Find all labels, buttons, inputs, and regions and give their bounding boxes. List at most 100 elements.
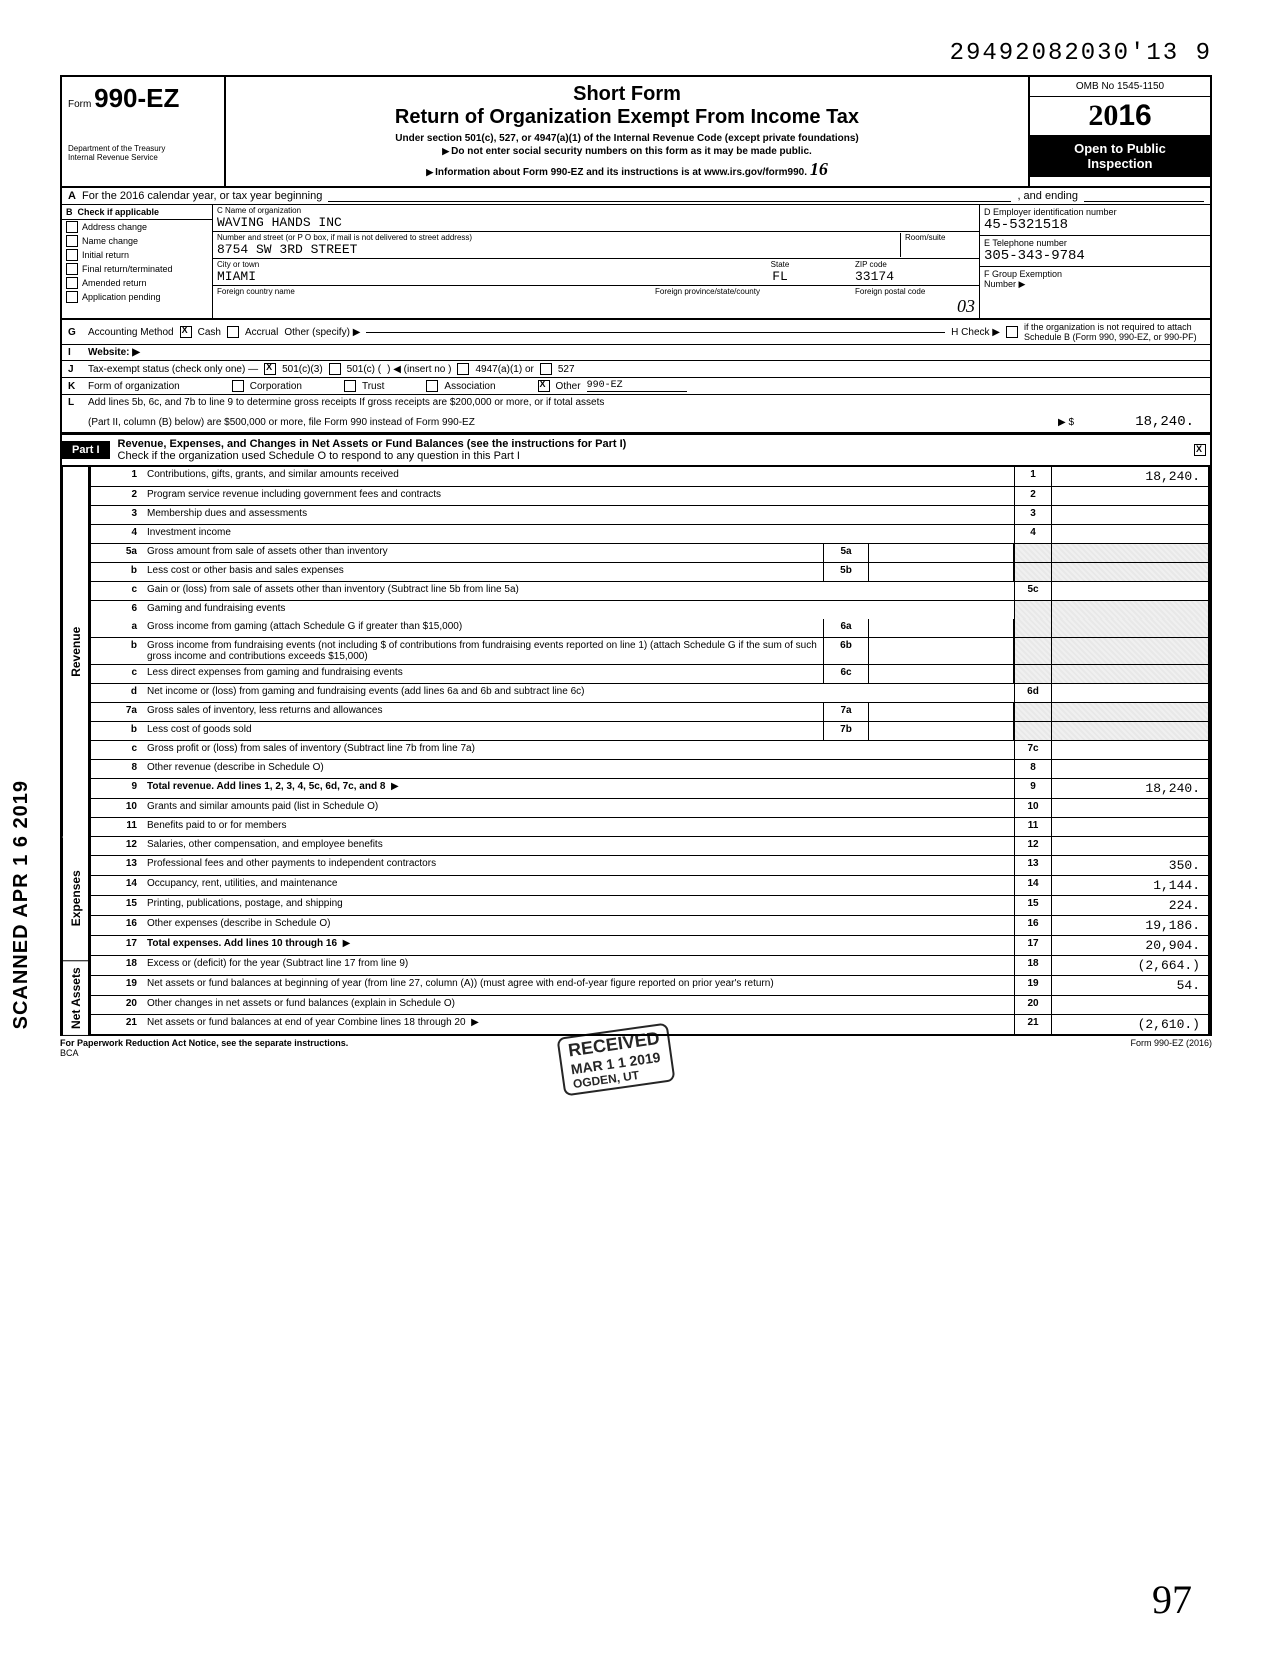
sidebar-expenses: Expenses bbox=[62, 837, 89, 961]
row3-rnum: 3 bbox=[1014, 506, 1051, 524]
part1-label: Part I bbox=[62, 441, 110, 459]
row5c-desc: Gain or (loss) from sale of assets other… bbox=[143, 582, 1014, 600]
row10-num: 10 bbox=[91, 799, 143, 817]
part1-check-text: Check if the organization used Schedule … bbox=[118, 450, 520, 462]
line-j-letter: J bbox=[68, 364, 82, 375]
row7c-desc: Gross profit or (loss) from sales of inv… bbox=[143, 741, 1014, 759]
chk-corporation[interactable] bbox=[232, 380, 244, 392]
city-value: MIAMI bbox=[217, 269, 705, 284]
row19-desc: Net assets or fund balances at beginning… bbox=[143, 976, 1014, 995]
room-label: Room/suite bbox=[905, 233, 975, 242]
line-g-letter: G bbox=[68, 327, 82, 338]
row20-val bbox=[1051, 996, 1208, 1014]
lbl-other-org: Other bbox=[556, 381, 581, 392]
chk-application-pending[interactable] bbox=[66, 291, 78, 303]
lbl-name-change: Name change bbox=[82, 236, 138, 246]
form-header: Form 990-EZ Department of the Treasury I… bbox=[60, 75, 1212, 188]
row7b-sn: 7b bbox=[823, 722, 869, 740]
row6c-sn: 6c bbox=[823, 665, 869, 683]
row13-desc: Professional fees and other payments to … bbox=[143, 856, 1014, 875]
chk-final-return[interactable] bbox=[66, 263, 78, 275]
chk-initial-return[interactable] bbox=[66, 249, 78, 261]
chk-4947[interactable] bbox=[457, 363, 469, 375]
chk-527[interactable] bbox=[540, 363, 552, 375]
tel-label: E Telephone number bbox=[984, 238, 1206, 248]
row19-rnum: 19 bbox=[1014, 976, 1051, 995]
part1-grid: 1Contributions, gifts, grants, and simil… bbox=[89, 467, 1210, 1036]
subtitle-info: Information about Form 990-EZ and its in… bbox=[435, 167, 807, 178]
chk-501c[interactable] bbox=[329, 363, 341, 375]
row5c-num: c bbox=[91, 582, 143, 600]
row7b-desc: Less cost of goods sold bbox=[143, 722, 823, 740]
row9-desc: Total revenue. Add lines 1, 2, 3, 4, 5c,… bbox=[147, 781, 385, 792]
chk-schedule-b[interactable] bbox=[1006, 326, 1018, 338]
row8-desc: Other revenue (describe in Schedule O) bbox=[143, 760, 1014, 778]
row6a-sn: 6a bbox=[823, 619, 869, 637]
lbl-trust: Trust bbox=[362, 381, 384, 392]
chk-schedule-o[interactable] bbox=[1194, 444, 1206, 456]
lbl-accrual: Accrual bbox=[245, 327, 278, 338]
row2-desc: Program service revenue including govern… bbox=[143, 487, 1014, 505]
row14-num: 14 bbox=[91, 876, 143, 895]
lbl-527: 527 bbox=[558, 364, 575, 375]
row11-desc: Benefits paid to or for members bbox=[143, 818, 1014, 836]
group-number-label: Number ▶ bbox=[984, 279, 1206, 290]
lbl-address-change: Address change bbox=[82, 222, 147, 232]
row20-rnum: 20 bbox=[1014, 996, 1051, 1014]
row11-rnum: 11 bbox=[1014, 818, 1051, 836]
row19-val: 54. bbox=[1051, 976, 1208, 995]
row21-num: 21 bbox=[91, 1015, 143, 1034]
line-h-text: if the organization is not required to a… bbox=[1024, 322, 1204, 342]
row15-rnum: 15 bbox=[1014, 896, 1051, 915]
row16-rnum: 16 bbox=[1014, 916, 1051, 935]
row20-desc: Other changes in net assets or fund bala… bbox=[143, 996, 1014, 1014]
row5c-rnum: 5c bbox=[1014, 582, 1051, 600]
row6-num: 6 bbox=[91, 601, 143, 619]
row2-num: 2 bbox=[91, 487, 143, 505]
chk-accrual[interactable] bbox=[227, 326, 239, 338]
zip-label: ZIP code bbox=[855, 260, 975, 269]
lbl-final-return: Final return/terminated bbox=[82, 264, 173, 274]
row2-val bbox=[1051, 487, 1208, 505]
row8-rnum: 8 bbox=[1014, 760, 1051, 778]
row19-num: 19 bbox=[91, 976, 143, 995]
row6c-desc: Less direct expenses from gaming and fun… bbox=[143, 665, 823, 683]
state-label: State bbox=[705, 260, 855, 269]
street-value: 8754 SW 3RD STREET bbox=[217, 242, 900, 257]
chk-amended-return[interactable] bbox=[66, 277, 78, 289]
chk-name-change[interactable] bbox=[66, 235, 78, 247]
chk-501c3[interactable] bbox=[264, 363, 276, 375]
row9-rnum: 9 bbox=[1014, 779, 1051, 798]
row6a-num: a bbox=[91, 619, 143, 637]
lbl-other-specify: Other (specify) ▶ bbox=[284, 327, 360, 338]
row17-rnum: 17 bbox=[1014, 936, 1051, 955]
chk-association[interactable] bbox=[426, 380, 438, 392]
row12-val bbox=[1051, 837, 1208, 855]
dept-treasury: Department of the Treasury bbox=[68, 144, 218, 153]
chk-address-change[interactable] bbox=[66, 221, 78, 233]
row7c-val bbox=[1051, 741, 1208, 759]
row5a-desc: Gross amount from sale of assets other t… bbox=[143, 544, 823, 562]
row7a-sn: 7a bbox=[823, 703, 869, 721]
row5a-sn: 5a bbox=[823, 544, 869, 562]
chk-other-org[interactable] bbox=[538, 380, 550, 392]
line-l-text1: Add lines 5b, 6c, and 7b to line 9 to de… bbox=[88, 397, 604, 408]
row6d-num: d bbox=[91, 684, 143, 702]
row20-num: 20 bbox=[91, 996, 143, 1014]
line-l-amount: 18,240. bbox=[1074, 414, 1204, 430]
footer-paperwork: For Paperwork Reduction Act Notice, see … bbox=[60, 1038, 348, 1048]
row6d-val bbox=[1051, 684, 1208, 702]
chk-trust[interactable] bbox=[344, 380, 356, 392]
row18-num: 18 bbox=[91, 956, 143, 975]
row3-desc: Membership dues and assessments bbox=[143, 506, 1014, 524]
row9-val: 18,240. bbox=[1051, 779, 1208, 798]
row12-num: 12 bbox=[91, 837, 143, 855]
row10-desc: Grants and similar amounts paid (list in… bbox=[143, 799, 1014, 817]
org-name-value: WAVING HANDS INC bbox=[217, 215, 975, 230]
hand-year: 16 bbox=[810, 159, 828, 179]
chk-cash[interactable] bbox=[180, 326, 192, 338]
row9-num: 9 bbox=[91, 779, 143, 798]
row17-num: 17 bbox=[91, 936, 143, 955]
line-l-text2: (Part II, column (B) below) are $500,000… bbox=[88, 417, 475, 428]
row6a-desc: Gross income from gaming (attach Schedul… bbox=[143, 619, 823, 637]
